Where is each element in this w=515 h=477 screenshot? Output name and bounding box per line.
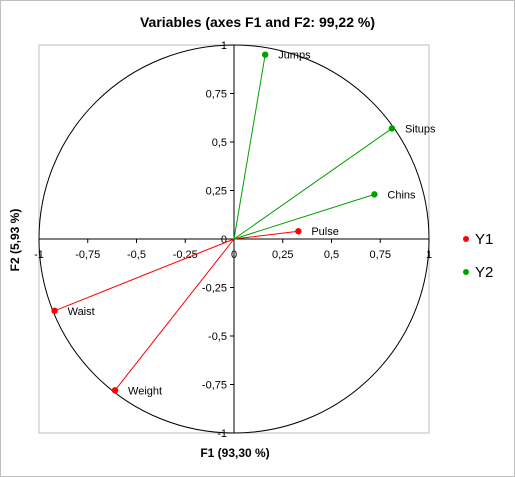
data-label-chins: Chins xyxy=(387,189,416,201)
x-tick-label: -0,25 xyxy=(173,249,198,261)
y-tick-label: -0,5 xyxy=(208,331,227,343)
legend-marker-y2 xyxy=(463,269,469,275)
x-tick-label: 1 xyxy=(426,249,432,261)
y-axis-title: F2 (5,93 %) xyxy=(8,208,22,272)
data-label-pulse: Pulse xyxy=(311,226,339,238)
y-tick-label: 0,25 xyxy=(206,186,227,198)
vector-line-waist xyxy=(54,238,235,312)
data-point-waist xyxy=(51,307,58,314)
data-point-chins xyxy=(371,191,378,198)
x-tick-label: -1 xyxy=(34,249,44,261)
data-point-weight xyxy=(111,387,119,394)
y-tick-label: -1 xyxy=(217,428,227,440)
data-label-situps: Situps xyxy=(405,123,436,135)
data-point-situps xyxy=(388,125,396,132)
x-tick-label: -0,5 xyxy=(127,249,146,261)
data-point-pulse xyxy=(295,228,302,235)
legend-label-y1: Y1 xyxy=(475,231,494,248)
data-point-jumps xyxy=(262,51,269,58)
y-tick-label: 1 xyxy=(221,40,227,52)
x-tick-label: 0,75 xyxy=(370,249,391,261)
x-axis-title: F1 (93,30 %) xyxy=(200,446,270,460)
data-label-weight: Weight xyxy=(128,385,162,397)
vector-line-chins xyxy=(233,193,375,240)
y-tick-label: -0,75 xyxy=(202,380,227,392)
y-tick-label: 0,75 xyxy=(206,89,227,101)
x-tick-label: 0,5 xyxy=(324,249,339,261)
vector-line-pulse xyxy=(233,230,299,240)
x-tick-label: 0,25 xyxy=(272,249,293,261)
y-tick-label: -0,25 xyxy=(202,283,227,295)
y-tick-label: 0,5 xyxy=(212,137,227,149)
x-tick-label: -0,75 xyxy=(75,249,100,261)
y-tick-label: 0 xyxy=(221,234,227,246)
legend-marker-y1 xyxy=(463,236,469,242)
vector-line-situps xyxy=(233,128,393,240)
data-label-waist: Waist xyxy=(68,306,95,318)
vector-line-jumps xyxy=(233,54,266,240)
x-tick-label: 0 xyxy=(231,249,237,261)
chart-title: Variables (axes F1 and F2: 99,22 %) xyxy=(139,14,375,30)
legend-label-y2: Y2 xyxy=(475,264,494,281)
vector-line-weight xyxy=(114,238,235,391)
data-label-jumps: Jumps xyxy=(278,50,311,62)
